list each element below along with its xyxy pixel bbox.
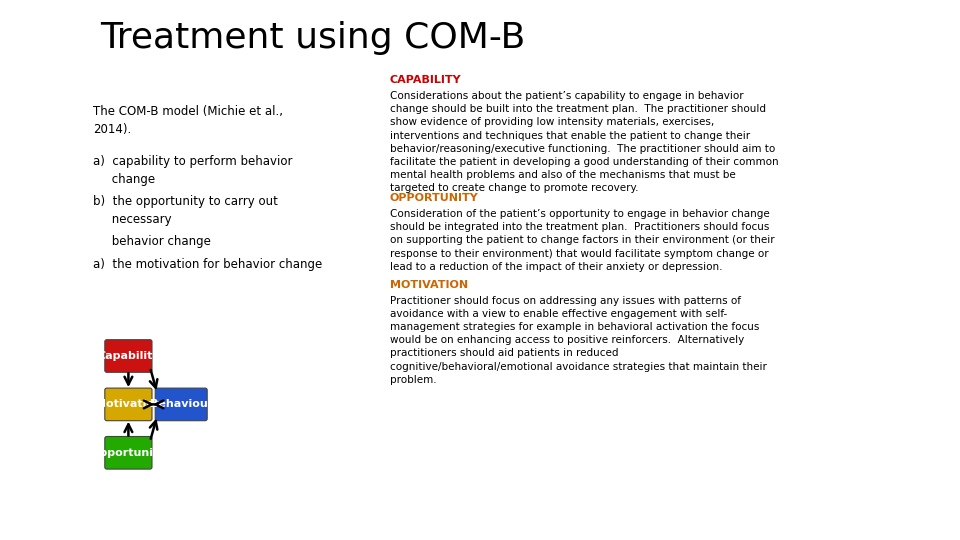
Text: CAPABILITY: CAPABILITY <box>390 75 462 85</box>
Text: Motivation: Motivation <box>95 400 162 409</box>
Text: Practitioner should focus on addressing any issues with patterns of
avoidance wi: Practitioner should focus on addressing … <box>390 295 767 384</box>
Text: Capability: Capability <box>97 351 159 361</box>
Text: behavior change: behavior change <box>93 235 211 248</box>
Text: Behaviour: Behaviour <box>150 400 213 409</box>
Text: MOTIVATION: MOTIVATION <box>390 280 468 289</box>
Text: a)  the motivation for behavior change: a) the motivation for behavior change <box>93 258 323 271</box>
Text: Opportunity: Opportunity <box>90 448 166 458</box>
FancyBboxPatch shape <box>105 340 152 372</box>
FancyBboxPatch shape <box>105 436 152 469</box>
Text: Considerations about the patient’s capability to engage in behavior
change shoul: Considerations about the patient’s capab… <box>390 91 779 193</box>
FancyBboxPatch shape <box>156 388 207 421</box>
Text: Treatment using COM-B: Treatment using COM-B <box>100 21 525 55</box>
Text: The COM-B model (Michie et al.,
2014).: The COM-B model (Michie et al., 2014). <box>93 105 283 136</box>
Text: b)  the opportunity to carry out
     necessary: b) the opportunity to carry out necessar… <box>93 195 277 226</box>
Text: a)  capability to perform behavior
     change: a) capability to perform behavior change <box>93 155 293 186</box>
Text: Consideration of the patient’s opportunity to engage in behavior change
should b: Consideration of the patient’s opportuni… <box>390 209 775 272</box>
Text: OPPORTUNITY: OPPORTUNITY <box>390 193 479 203</box>
FancyBboxPatch shape <box>105 388 152 421</box>
